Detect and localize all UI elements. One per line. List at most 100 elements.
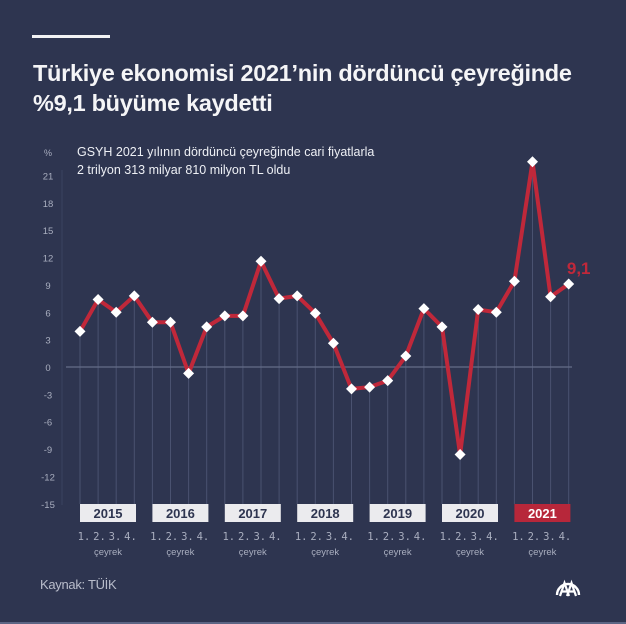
data-point-marker[interactable]	[74, 325, 86, 337]
bottom-border	[0, 622, 626, 624]
data-point-marker[interactable]	[110, 306, 122, 318]
quarter-label: 3.	[471, 531, 484, 543]
data-point-marker[interactable]	[545, 291, 557, 303]
page-title: Türkiye ekonomisi 2021’nin dördüncü çeyr…	[33, 58, 613, 118]
data-point-marker[interactable]	[364, 381, 376, 393]
year-label-box	[369, 504, 426, 522]
last-value-annotation: 9,1	[567, 259, 591, 278]
y-tick-label: 15	[43, 226, 54, 237]
data-point-marker[interactable]	[165, 316, 176, 328]
y-tick-label: 0	[45, 363, 50, 374]
quarter-label: 2.	[528, 531, 541, 543]
data-point-marker[interactable]	[291, 290, 303, 302]
quarter-label: 4.	[559, 531, 572, 543]
year-label-box	[442, 504, 498, 522]
y-tick-label: -15	[41, 500, 55, 511]
data-point-marker[interactable]	[183, 367, 195, 379]
data-point-marker[interactable]	[400, 350, 412, 362]
quarter-label: 2.	[455, 531, 468, 543]
quarter-label: 4.	[124, 531, 137, 543]
quarter-label: 4.	[414, 531, 427, 543]
growth-series-line	[78, 159, 570, 457]
quarter-label: 2.	[310, 531, 323, 543]
data-point-marker[interactable]	[472, 304, 484, 316]
year-label: 2020	[456, 506, 485, 521]
y-tick-label: 18	[43, 199, 54, 210]
quarter-label: 1.	[440, 531, 453, 543]
data-point-marker[interactable]	[346, 383, 357, 395]
quarter-label: 1.	[78, 531, 91, 543]
quarter-axis-label: çeyrek	[239, 547, 267, 558]
y-tick-label: -6	[44, 418, 52, 429]
y-tick-label: 21	[43, 171, 54, 182]
title-line-1: Türkiye ekonomisi 2021’nin dördüncü çeyr…	[33, 60, 572, 86]
data-point-marker[interactable]	[436, 321, 448, 333]
data-point-marker[interactable]	[146, 316, 158, 328]
year-label: 2018	[311, 506, 340, 521]
y-axis-unit-label: %	[44, 148, 52, 158]
data-point-marker[interactable]	[273, 293, 285, 305]
quarter-label: 1.	[295, 531, 308, 543]
quarter-label: 3.	[109, 531, 122, 543]
data-point-marker[interactable]	[201, 321, 213, 333]
data-point-marker[interactable]	[309, 307, 321, 319]
year-label: 2021	[528, 506, 557, 521]
year-label-box	[224, 504, 281, 522]
y-tick-label: 3	[45, 336, 50, 347]
subtitle-line-1: GSYH 2021 yılının dördüncü çeyreğinde ca…	[77, 145, 375, 159]
data-point-marker[interactable]	[327, 337, 339, 349]
quarter-label: 1.	[512, 531, 525, 543]
quarter-label: 2.	[93, 531, 106, 543]
quarter-label: 2.	[238, 531, 251, 543]
data-point-marker[interactable]	[128, 290, 140, 302]
quarter-label: 1.	[367, 531, 380, 543]
y-tick-label: 6	[45, 308, 50, 319]
y-tick-label: -3	[44, 390, 52, 401]
y-tick-label: 12	[43, 254, 54, 265]
source-label: Kaynak: TÜİK	[40, 577, 117, 592]
year-label-box	[152, 504, 209, 522]
quarter-label: 4.	[269, 531, 282, 543]
data-point-marker[interactable]	[490, 306, 502, 318]
data-point-marker[interactable]	[382, 375, 394, 387]
quarter-axis-label: çeyrek	[166, 547, 194, 558]
data-point-marker[interactable]	[219, 310, 231, 322]
quarter-label: 3.	[543, 531, 556, 543]
quarter-axis-label: çeyrek	[528, 547, 556, 558]
data-point-marker[interactable]	[563, 278, 575, 290]
quarter-label: 2.	[166, 531, 179, 543]
quarter-label: 3.	[398, 531, 411, 543]
quarter-axis-label: çeyrek	[94, 547, 122, 558]
quarter-axis-label: çeyrek	[311, 547, 339, 558]
aa-logo-icon	[555, 579, 581, 597]
data-point-marker[interactable]	[92, 294, 104, 306]
year-label: 2015	[94, 506, 123, 521]
y-tick-label: 9	[45, 281, 50, 292]
year-label: 2016	[166, 506, 195, 521]
quarter-label: 3.	[253, 531, 266, 543]
quarter-axis-label: çeyrek	[384, 547, 412, 558]
data-point-marker[interactable]	[527, 156, 538, 168]
quarter-label: 2.	[383, 531, 396, 543]
y-tick-label: -12	[41, 472, 55, 483]
year-label: 2017	[238, 506, 267, 521]
quarter-label: 1.	[150, 531, 163, 543]
title-accent-bar	[32, 35, 110, 38]
year-label-box	[297, 504, 354, 522]
title-line-2: %9,1 büyüme kaydetti	[33, 90, 273, 116]
quarter-label: 4.	[341, 531, 354, 543]
y-tick-label: -9	[44, 445, 52, 456]
quarter-axis-label: çeyrek	[456, 547, 484, 558]
data-point-marker[interactable]	[508, 275, 520, 287]
subtitle-line-2: 2 trilyon 313 milyar 810 milyon TL oldu	[77, 163, 291, 177]
data-point-marker[interactable]	[418, 303, 430, 315]
quarter-label: 4.	[197, 531, 210, 543]
quarter-label: 1.	[222, 531, 235, 543]
year-label-box	[80, 504, 136, 522]
data-point-marker[interactable]	[454, 449, 466, 461]
year-label: 2019	[383, 506, 412, 521]
data-point-marker[interactable]	[255, 255, 267, 267]
chart-subtitle: GSYH 2021 yılının dördüncü çeyreğinde ca…	[77, 143, 374, 179]
data-point-marker[interactable]	[237, 310, 249, 322]
